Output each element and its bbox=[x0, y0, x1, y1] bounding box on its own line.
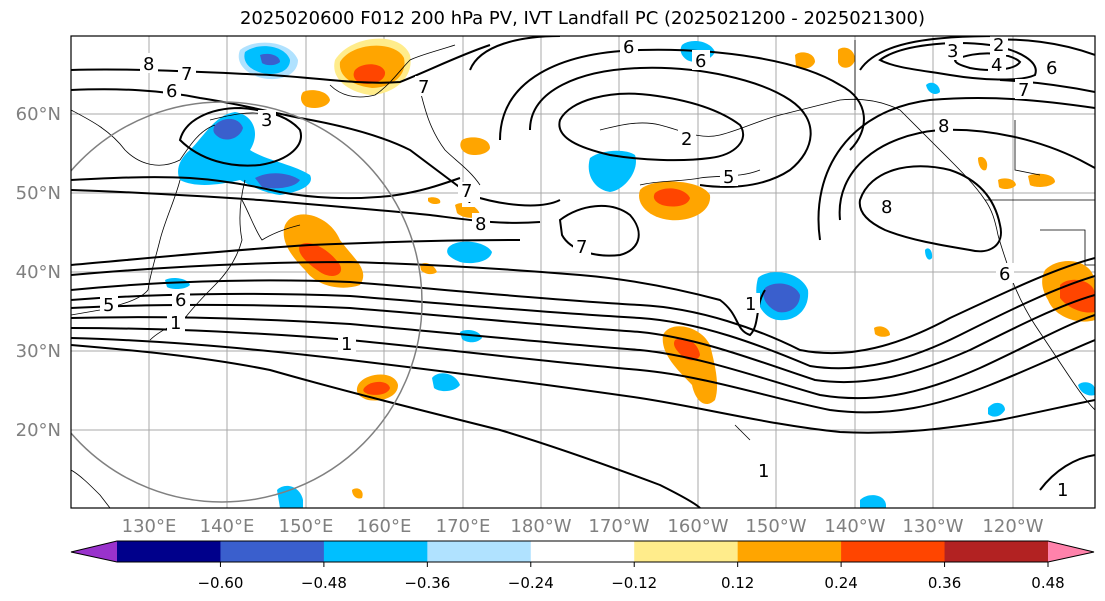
negative-pc-shading bbox=[165, 40, 1095, 508]
colorbar-tick-label: 0.24 bbox=[824, 574, 857, 592]
colorbar-tick-label: −0.24 bbox=[508, 574, 554, 592]
contour-label: 6 bbox=[1046, 58, 1057, 79]
colorbar-segment bbox=[634, 541, 739, 562]
contour-label: 1 bbox=[341, 334, 352, 355]
colorbar-tick-label: −0.48 bbox=[301, 574, 347, 592]
contour-label: 6 bbox=[166, 81, 177, 102]
colorbar-segment bbox=[841, 541, 946, 562]
lon-label: 160°E bbox=[357, 516, 412, 537]
contour-label: 8 bbox=[938, 116, 949, 137]
lon-label: 130°E bbox=[122, 516, 177, 537]
contour-label: 3 bbox=[947, 41, 958, 62]
lon-label: 120°W bbox=[982, 516, 1043, 537]
contour-label: 1 bbox=[170, 313, 181, 334]
contour-label: 7 bbox=[1018, 80, 1029, 101]
lat-label: 20°N bbox=[16, 420, 61, 441]
contour-label: 7 bbox=[461, 181, 472, 202]
lat-label: 30°N bbox=[16, 341, 61, 362]
lat-label: 40°N bbox=[16, 262, 61, 283]
colorbar-extend-high bbox=[1048, 541, 1094, 562]
contour-label: 3 bbox=[261, 110, 272, 131]
lon-label: 160°W bbox=[667, 516, 728, 537]
contour-label: 8 bbox=[143, 54, 154, 75]
lon-label: 180°W bbox=[510, 516, 571, 537]
contour-label: 4 bbox=[991, 55, 1002, 76]
colorbar-tick-label: 0.36 bbox=[928, 574, 961, 592]
contour-label: 8 bbox=[475, 214, 486, 235]
latitude-labels: 60°N 50°N 40°N 30°N 20°N bbox=[16, 104, 61, 441]
colorbar-segment bbox=[117, 541, 221, 562]
lon-label: 150°E bbox=[279, 516, 334, 537]
contour-label: 6 bbox=[623, 37, 634, 58]
contour-label: 1 bbox=[758, 461, 769, 482]
coastlines bbox=[71, 40, 1095, 508]
colorbar-tick-label: −0.60 bbox=[197, 574, 243, 592]
colorbar-segment bbox=[323, 541, 428, 562]
colorbar: −0.60 −0.48 −0.36 −0.24 −0.12 0.12 0.24 0.36 0.4… bbox=[70, 540, 1095, 592]
colorbar-tick-label: −0.12 bbox=[611, 574, 657, 592]
colorbar-segment bbox=[220, 541, 325, 562]
lon-label: 130°W bbox=[902, 516, 963, 537]
lon-label: 140°W bbox=[824, 516, 885, 537]
contour-label: 2 bbox=[681, 129, 692, 150]
longitude-labels: 130°E 140°E 150°E 160°E 170°E 180°W 170°… bbox=[122, 516, 1044, 537]
colorbar-tick-label: −0.36 bbox=[404, 574, 450, 592]
colorbar-extend-low bbox=[71, 541, 117, 562]
gridlines bbox=[71, 36, 1095, 508]
contour-label: 7 bbox=[181, 64, 192, 85]
colorbar-tick-label: 0.12 bbox=[721, 574, 754, 592]
contour-label: 7 bbox=[576, 237, 587, 258]
contour-label: 2 bbox=[993, 35, 1004, 56]
contour-label: 6 bbox=[999, 264, 1010, 285]
colorbar-segment bbox=[737, 541, 842, 562]
lon-label: 140°E bbox=[200, 516, 255, 537]
colorbar-outline bbox=[70, 540, 1095, 563]
contour-label: 6 bbox=[175, 290, 186, 311]
map-title: 2025020600 F012 200 hPa PV, IVT Landfall… bbox=[239, 8, 926, 29]
distance-circle bbox=[71, 101, 423, 503]
lon-label: 170°E bbox=[436, 516, 491, 537]
contour-label: 5 bbox=[103, 295, 114, 316]
lat-label: 50°N bbox=[16, 183, 61, 204]
lat-label: 60°N bbox=[16, 104, 61, 125]
contour-label: 1 bbox=[745, 294, 756, 315]
lon-label: 150°W bbox=[745, 516, 806, 537]
colorbar-segment bbox=[530, 541, 635, 562]
contour-label: 6 bbox=[695, 51, 706, 72]
colorbar-tick-label: 0.48 bbox=[1031, 574, 1064, 592]
contour-label: 8 bbox=[881, 197, 892, 218]
lon-label: 170°W bbox=[588, 516, 649, 537]
contour-label: 5 bbox=[723, 167, 734, 188]
map-frame bbox=[70, 35, 1096, 509]
colorbar-segment bbox=[944, 541, 1049, 562]
contour-label: 7 bbox=[418, 77, 429, 98]
contour-labels: 8 7 6 6 7 3 2 7 1 5 6 7 8 8 5 6 1 1 7 3 … bbox=[100, 35, 1072, 501]
colorbar-segment bbox=[427, 541, 532, 562]
contour-label: 1 bbox=[1057, 480, 1068, 501]
